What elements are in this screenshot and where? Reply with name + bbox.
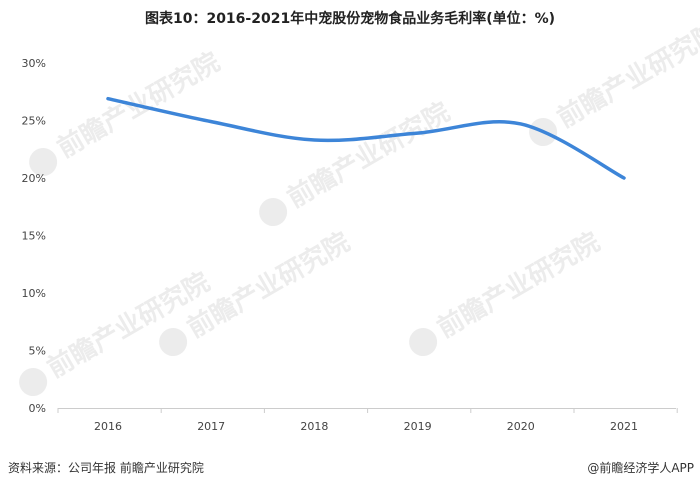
x-tick-label: 2021 [610,420,638,433]
y-tick-label: 10% [22,287,46,300]
y-tick-label: 0% [29,402,46,415]
x-tick-label: 2016 [94,420,122,433]
y-tick-label: 25% [22,115,46,128]
chart-title: 图表10：2016-2021年中宠股份宠物食品业务毛利率(单位：%) [144,11,556,27]
y-tick-label: 30% [22,57,46,70]
y-tick-label: 15% [22,230,46,243]
y-axis: 0% 5% 10% 15% 20% 25% 30% [22,57,46,415]
source-note: 资料来源：公司年报 前瞻产业研究院 [8,461,204,475]
x-tick-label: 2020 [507,420,535,433]
x-tick-label: 2017 [197,420,225,433]
x-tick-labels: 2016 2017 2018 2019 2020 2021 [94,420,638,433]
x-axis [57,408,678,413]
series-line [106,96,626,180]
y-tick-label: 5% [29,345,46,358]
credit-note: @前瞻经济学人APP [587,461,694,475]
x-tick-label: 2018 [300,420,328,433]
x-tick-label: 2019 [404,420,432,433]
y-tick-label: 20% [22,172,46,185]
